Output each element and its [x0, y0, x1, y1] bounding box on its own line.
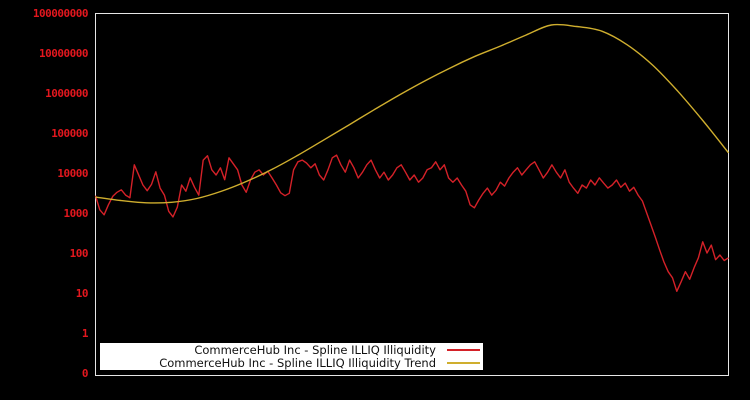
- plot-border: [95, 13, 729, 376]
- legend-entry-label: CommerceHub Inc - Spline ILLIQ Illiquidi…: [194, 343, 436, 357]
- y-tick-label: 10: [75, 286, 89, 300]
- legend-entry-label: CommerceHub Inc - Spline ILLIQ Illiquidi…: [159, 356, 436, 370]
- legend-line-sample: [447, 349, 480, 351]
- y-tick-label: 1: [81, 326, 89, 340]
- series-lines: [94, 23, 730, 292]
- y-tick-label: 100000000: [32, 6, 89, 20]
- y-tick-label: 10000: [57, 166, 88, 180]
- y-tick-label: 10000000: [39, 46, 88, 60]
- illiquidity-line: [94, 154, 729, 292]
- legend: CommerceHub Inc - Spline ILLIQ Illiquidi…: [100, 343, 483, 370]
- trend-line: [95, 23, 730, 204]
- y-tick-label: 100000: [51, 126, 88, 140]
- y-tick-label: 0: [81, 366, 89, 380]
- y-tick-label: 1000000: [45, 86, 88, 100]
- legend-line-sample: [447, 362, 480, 364]
- legend-entry: CommerceHub Inc - Spline ILLIQ Illiquidi…: [100, 344, 483, 356]
- y-tick-label: 100: [69, 246, 89, 260]
- legend-entry: CommerceHub Inc - Spline ILLIQ Illiquidi…: [100, 357, 483, 369]
- y-tick-label: 1000: [63, 206, 89, 220]
